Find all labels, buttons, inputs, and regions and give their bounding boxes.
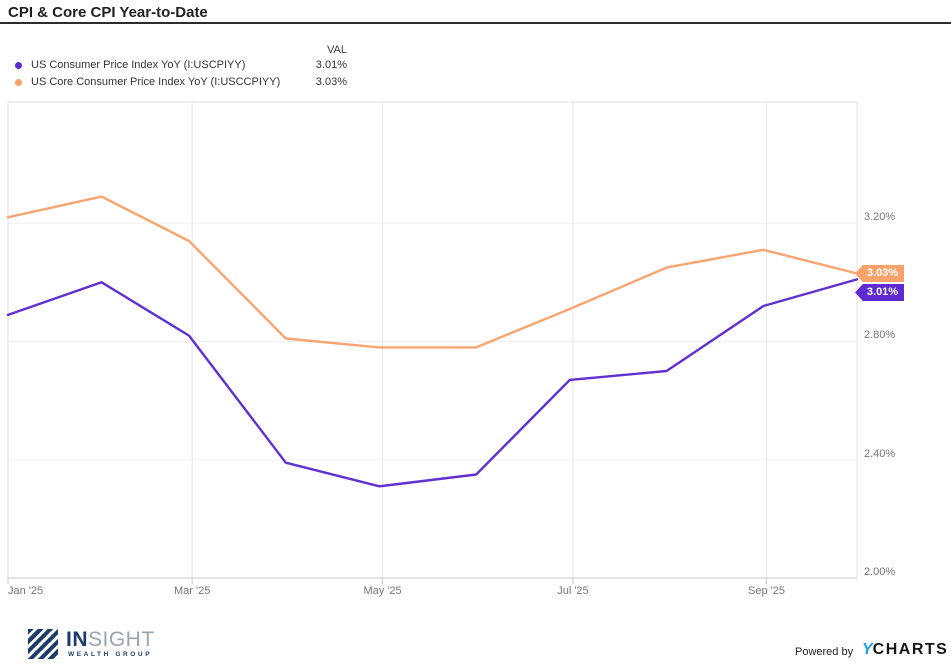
x-axis-tick-label: Jul '25 — [557, 585, 589, 597]
legend-item-label: US Consumer Price Index YoY (I:USCPIYY) — [31, 59, 246, 71]
insight-logo-subtitle: WEALTH GROUP — [68, 651, 153, 658]
chart-title: CPI & Core CPI Year-to-Date — [8, 4, 208, 21]
series-dot-icon — [15, 62, 22, 69]
x-axis-tick-label: Mar '25 — [173, 585, 211, 597]
y-axis-tick-label: 2.40% — [864, 447, 896, 460]
powered-by-text: Powered by — [795, 646, 854, 658]
legend-item-label: US Core Consumer Price Index YoY (I:USCC… — [31, 76, 281, 88]
legend-val-column-header: VAL — [327, 44, 347, 56]
insight-logo-stripes-icon — [27, 628, 59, 660]
series-end-badge-core-cpi: 3.03% — [855, 265, 904, 282]
legend-item-value: 3.03% — [315, 76, 347, 88]
title-divider — [0, 22, 951, 24]
x-axis-tick-label: May '25 — [363, 585, 402, 597]
ycharts-logo: YCHARTS — [862, 641, 949, 658]
series-dot-icon — [15, 79, 22, 86]
insight-logo-wordmark: INSIGHT — [66, 628, 155, 651]
y-axis-tick-label: 2.00% — [864, 566, 896, 578]
x-axis-tick-label: Sep '25 — [747, 585, 785, 597]
ycharts-y-icon: Y — [862, 641, 873, 658]
legend-item-value: 3.01% — [315, 59, 347, 71]
y-axis-tick-label: 2.80% — [864, 329, 896, 342]
x-axis-tick-label: Jan '25 — [8, 585, 44, 597]
y-axis-tick-label: 3.20% — [864, 211, 896, 224]
series-end-badge-cpi: 3.01% — [855, 284, 904, 301]
